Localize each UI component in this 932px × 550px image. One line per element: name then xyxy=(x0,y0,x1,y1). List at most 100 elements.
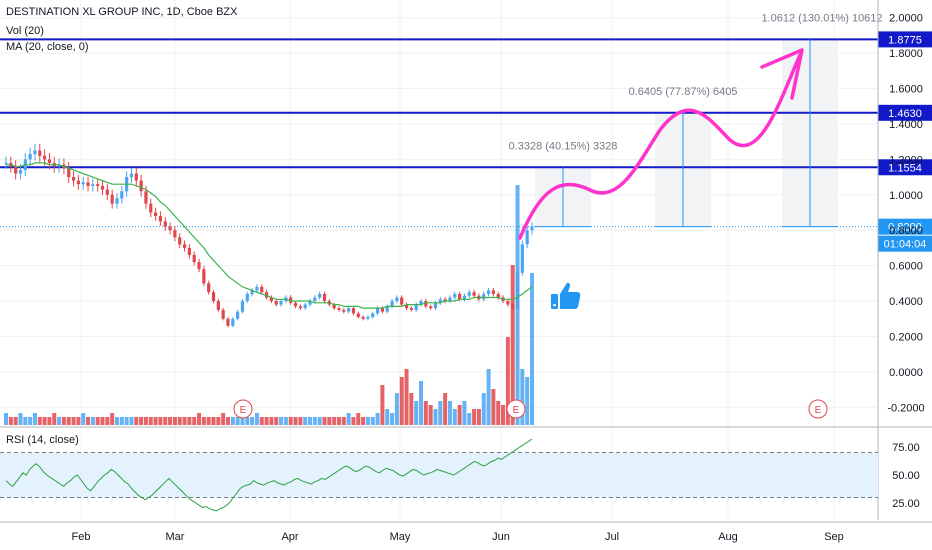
candle-body xyxy=(361,316,365,319)
volume-bar xyxy=(476,409,481,425)
candle-body xyxy=(269,297,274,302)
volume-bar xyxy=(134,417,139,425)
volume-bar xyxy=(211,417,216,425)
candle-body xyxy=(240,301,245,312)
earnings-marker-label: E xyxy=(240,405,247,416)
volume-bar xyxy=(457,405,462,425)
candle-body xyxy=(91,184,95,186)
price-level-tag xyxy=(878,104,932,121)
candle-body xyxy=(96,184,100,186)
chart-title: DESTINATION XL GROUP INC, 1D, Cboe BZX xyxy=(6,6,238,18)
candle-body xyxy=(443,299,447,302)
volume-bar xyxy=(206,417,211,425)
volume-bar xyxy=(172,417,177,425)
price-level-label: 1.8775 xyxy=(888,34,922,46)
price-level-tag xyxy=(878,159,932,176)
price-levels[interactable]: 1.8775 1.4630 1.1554 0.8200 01:04:04 xyxy=(0,31,932,252)
candle-body xyxy=(351,308,356,314)
candle-body xyxy=(67,168,71,178)
rsi-indicator-label[interactable]: RSI (14, close) xyxy=(6,434,79,446)
time-tick-label: Aug xyxy=(718,531,738,543)
volume-bar xyxy=(42,417,47,425)
candle-body xyxy=(448,297,452,302)
ma-indicator-label[interactable]: MA (20, close, 0) xyxy=(6,41,89,53)
volume-bar xyxy=(486,369,491,425)
candle-body xyxy=(115,198,119,204)
volume-bar xyxy=(105,417,110,425)
rsi-band xyxy=(0,452,878,498)
candle-body xyxy=(134,173,138,181)
volume-bar xyxy=(283,417,288,425)
volume-bar xyxy=(259,417,264,425)
price-axis: 2.0000 1.8000 1.6000 1.4000 1.2000 1.0000 0.80… xyxy=(877,0,925,520)
time-tick-label: Feb xyxy=(72,531,91,543)
earnings-marker xyxy=(233,399,253,419)
volume-bar xyxy=(269,417,274,425)
volume-bar xyxy=(298,417,303,425)
volume-bar xyxy=(114,417,119,425)
volume-bar xyxy=(129,417,134,425)
candle-body xyxy=(467,292,471,296)
candle-body xyxy=(424,301,428,307)
candle-body xyxy=(395,297,399,302)
candle-body xyxy=(515,272,520,309)
price-tick-label: 0.8000 xyxy=(889,225,923,237)
price-tick-label: 1.2000 xyxy=(889,154,923,166)
candle-body xyxy=(303,304,307,309)
candle-body xyxy=(139,180,143,192)
volume-bar xyxy=(163,417,168,425)
volume-bar xyxy=(4,413,8,425)
candle-body xyxy=(385,306,389,312)
earnings-marker xyxy=(506,399,526,419)
volume-bar xyxy=(438,401,443,425)
candle-body xyxy=(202,269,206,284)
earnings-marker-label: E xyxy=(815,405,822,416)
candle-body xyxy=(366,316,370,319)
candle-body xyxy=(226,318,230,326)
price-tick-label: 1.4000 xyxy=(889,119,923,131)
candle-body xyxy=(511,304,515,309)
volume-bar xyxy=(95,417,100,425)
candle-body xyxy=(187,247,191,255)
volume-bar xyxy=(110,413,115,425)
volume-bar xyxy=(447,401,452,425)
volume-indicator-label[interactable]: Vol (20) xyxy=(6,25,44,37)
candle-body xyxy=(486,290,491,294)
candle-body xyxy=(38,150,42,156)
volume-bar xyxy=(423,401,428,425)
candle-body xyxy=(18,170,23,174)
candle-body xyxy=(458,293,462,300)
time-tick-label: Jul xyxy=(605,531,619,543)
candle-body xyxy=(506,301,510,305)
volume-bar xyxy=(404,369,409,425)
price-tick-label: 1.8000 xyxy=(889,48,923,60)
earnings-marker xyxy=(808,399,828,419)
volume-bar xyxy=(279,417,284,425)
candle-body xyxy=(168,226,172,231)
candle-body xyxy=(322,293,327,302)
volume-bar xyxy=(245,417,250,425)
volume-bar xyxy=(312,417,317,425)
volume-bar xyxy=(71,417,76,425)
candle-body xyxy=(4,162,8,164)
volume-bar xyxy=(13,417,18,425)
volume-bar xyxy=(346,413,351,425)
volume-bar xyxy=(100,417,105,425)
price-tick-label: 0.6000 xyxy=(889,261,923,273)
volume-bar xyxy=(90,417,95,425)
volume-bar xyxy=(462,401,467,425)
candle-body xyxy=(380,308,385,312)
volume-bar xyxy=(317,417,322,425)
volume-bar xyxy=(472,409,477,425)
earnings-marker-label: E xyxy=(513,405,520,416)
volume-bar xyxy=(361,417,366,425)
candle-body xyxy=(274,301,278,305)
volume-bar xyxy=(356,413,361,425)
volume-bar xyxy=(264,417,269,425)
candle-body xyxy=(245,293,249,302)
candle-body xyxy=(221,309,225,319)
candle-body xyxy=(313,297,317,302)
price-tick-label: 1.6000 xyxy=(889,84,923,96)
